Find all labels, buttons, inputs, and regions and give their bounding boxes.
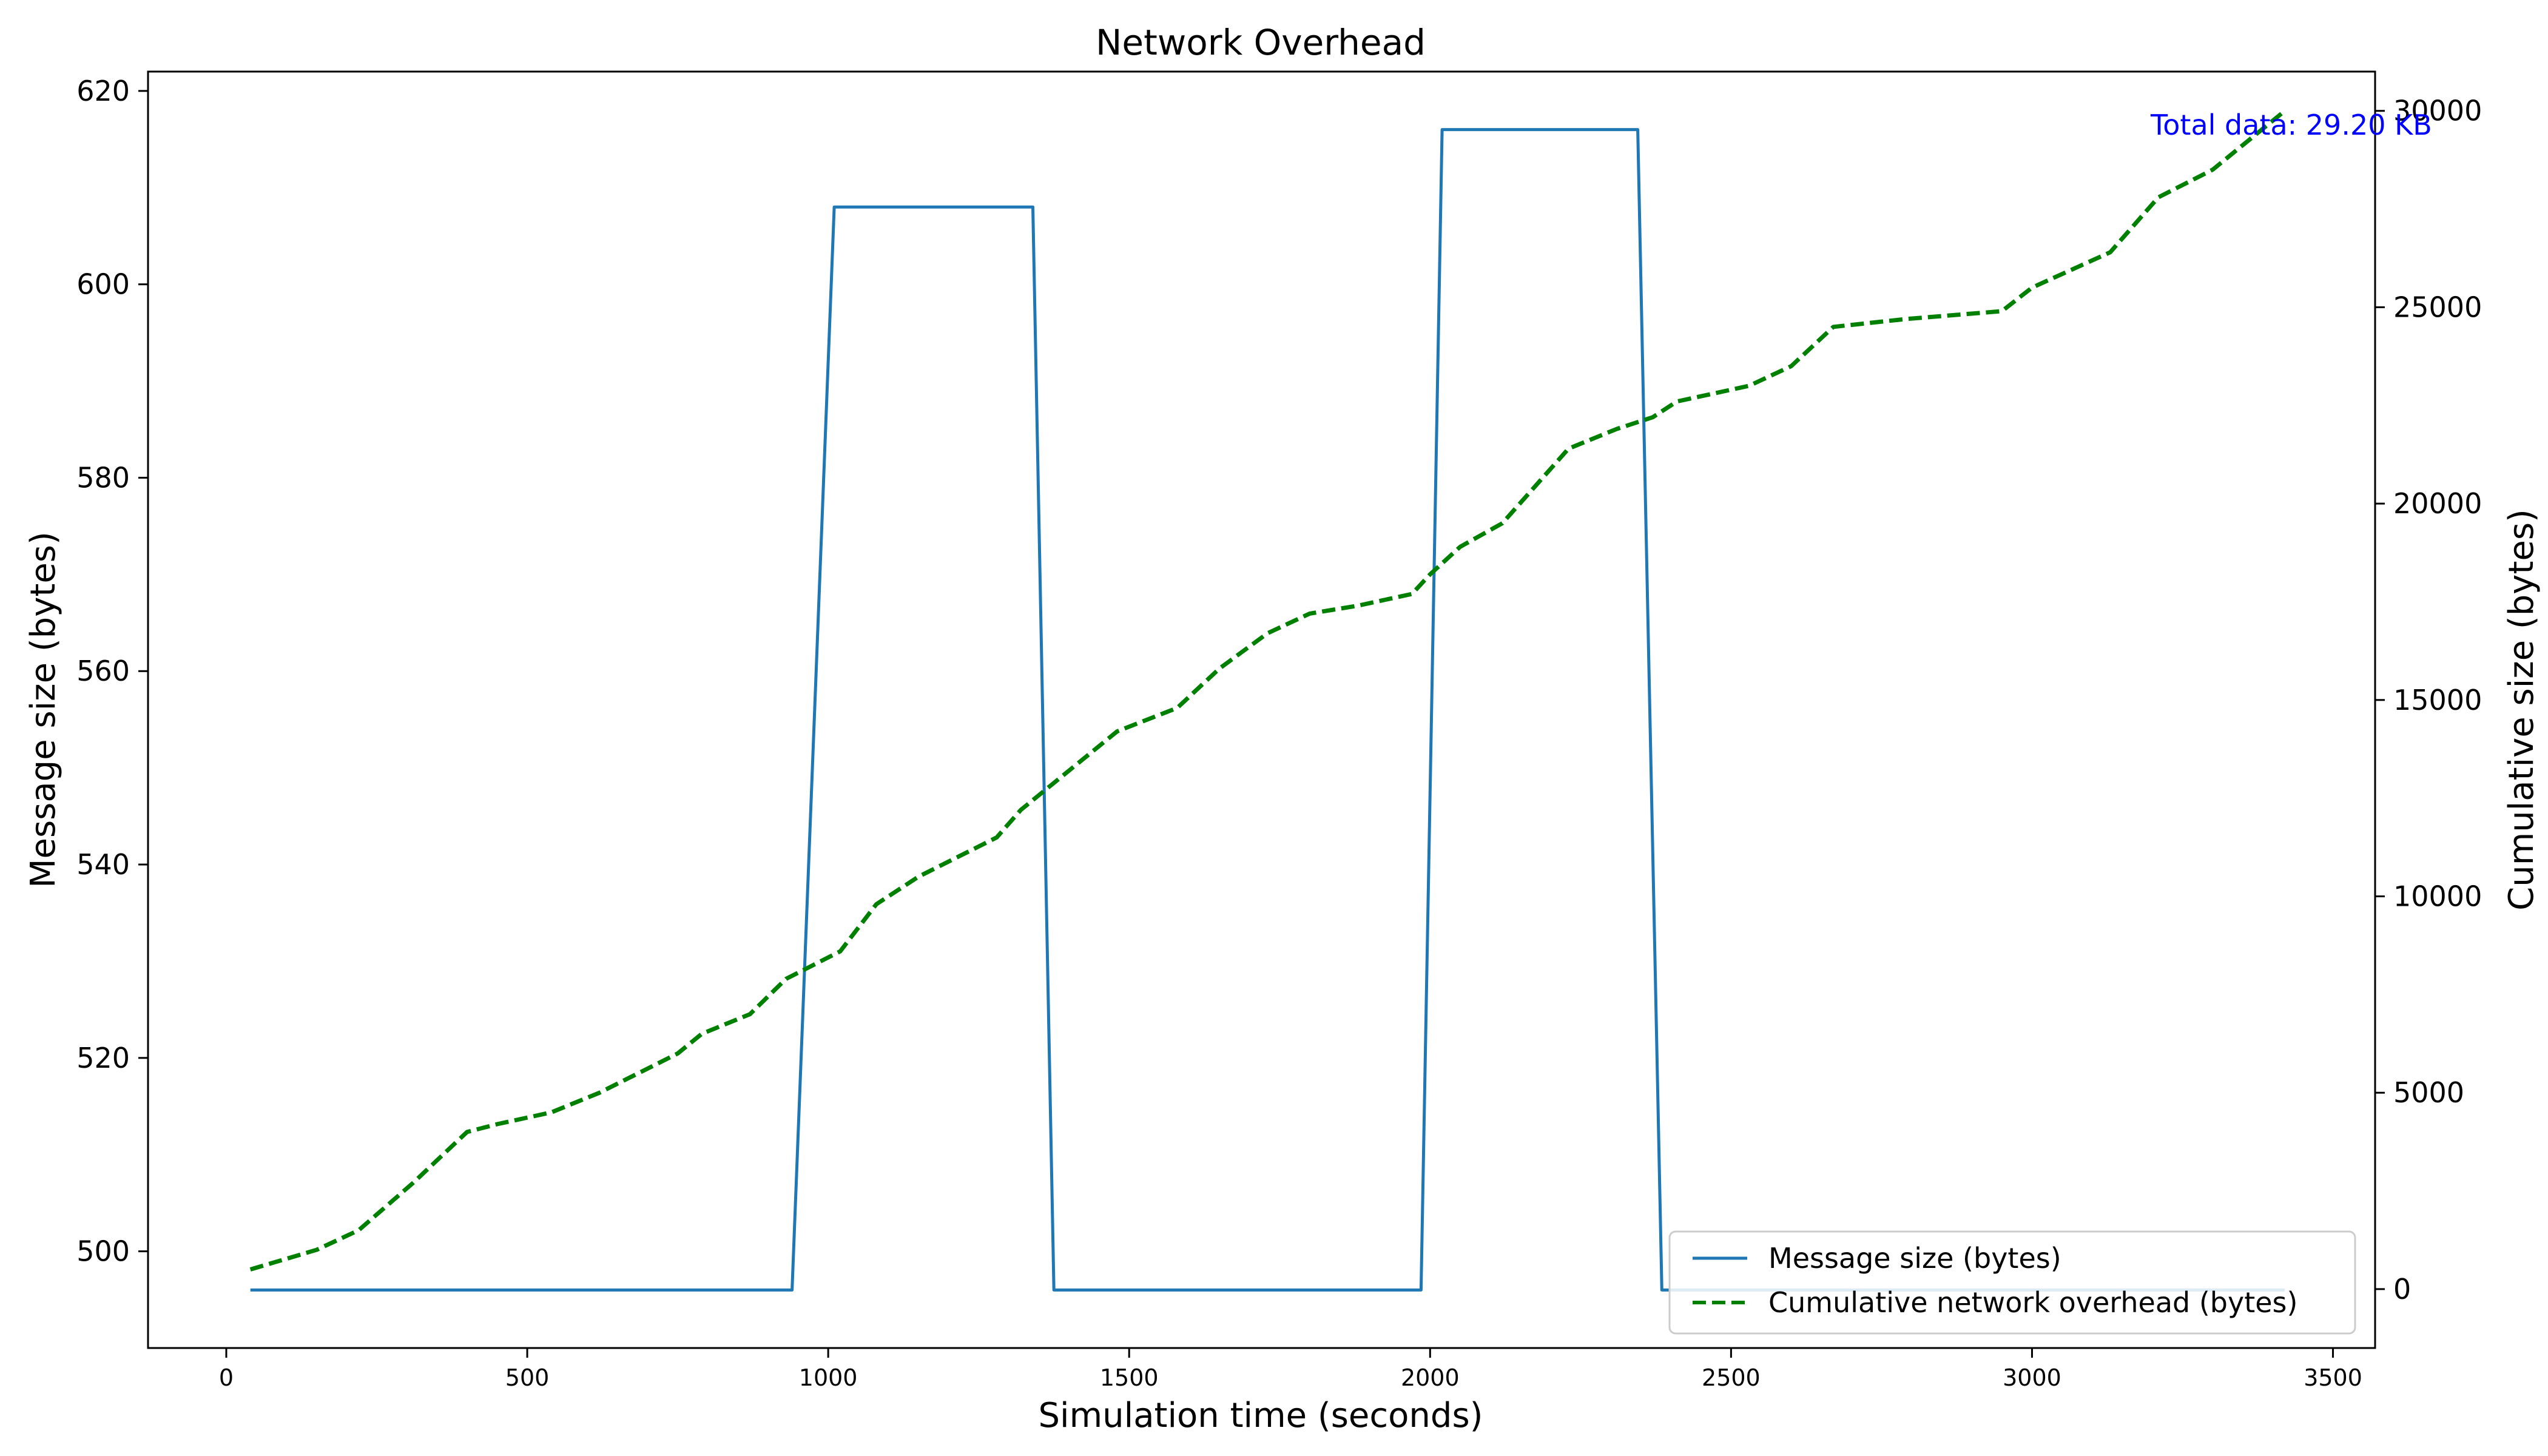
y2-tick-label: 10000 — [2393, 880, 2482, 913]
x-tick-label: 0 — [219, 1364, 234, 1391]
plot-area — [249, 109, 2287, 1292]
y2-tick-label: 15000 — [2393, 684, 2482, 716]
legend-box — [1668, 1230, 2356, 1335]
y-tick-label: 540 — [76, 848, 130, 881]
y-tick-label: 620 — [76, 75, 130, 107]
y-tick-label: 600 — [76, 268, 130, 301]
x-tick-label: 500 — [505, 1364, 550, 1391]
y2-tick-label: 5000 — [2393, 1076, 2464, 1109]
chart-title: Network Overhead — [1096, 22, 1426, 63]
x-tick-label: 1000 — [799, 1364, 858, 1391]
x-tick-label: 1500 — [1100, 1364, 1159, 1391]
legend-label-cumulative-overhead: Cumulative network overhead (bytes) — [1768, 1286, 2297, 1319]
y2-tick-label: 20000 — [2393, 487, 2482, 520]
series-line-message-size — [250, 128, 2285, 1292]
y-tick-label: 580 — [76, 461, 130, 494]
plot-frame — [147, 70, 2376, 1349]
y2-tick-label: 25000 — [2393, 291, 2482, 323]
x-tick-label: 3500 — [2304, 1364, 2362, 1391]
y-tick-label: 520 — [76, 1042, 130, 1074]
y2-tick-label: 30000 — [2393, 95, 2482, 127]
x-tick-label: 3000 — [2003, 1364, 2061, 1391]
y-axis-label: Message size (bytes) — [24, 531, 63, 888]
y2-axis-label: Cumulative size (bytes) — [2502, 509, 2541, 911]
y-tick-label: 560 — [76, 655, 130, 687]
y2-tick-label: 0 — [2393, 1273, 2411, 1306]
x-axis-label: Simulation time (seconds) — [1038, 1396, 1483, 1435]
x-tick-label: 2000 — [1401, 1364, 1460, 1391]
legend: Message size (bytes) Cumulative network … — [1668, 1230, 2356, 1335]
y-tick-label: 500 — [76, 1235, 130, 1268]
legend-label-message-size: Message size (bytes) — [1768, 1242, 2061, 1275]
axes: 0 500 1000 1500 2000 2500 3000 3500 500 520 540 560… — [76, 70, 2482, 1391]
series-line-cumulative-overhead — [249, 109, 2287, 1272]
total-data-annotation: Total data: 29.20 KB — [2150, 109, 2432, 141]
x-tick-label: 2500 — [1702, 1364, 1761, 1391]
